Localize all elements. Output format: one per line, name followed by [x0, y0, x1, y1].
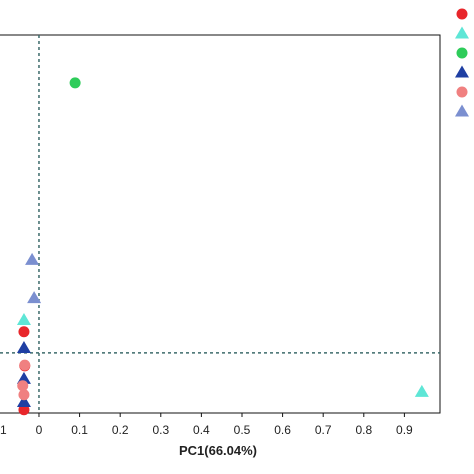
legend-marker: [456, 86, 468, 98]
x-tick-label: 0.3: [152, 423, 169, 437]
point: [25, 252, 40, 265]
x-axis-label: PC1(66.04%): [179, 443, 257, 458]
point: [16, 313, 31, 326]
x-tick-label: 0.2: [112, 423, 129, 437]
legend-marker: [456, 8, 468, 20]
point: [414, 384, 429, 397]
point: [16, 341, 31, 354]
plot-frame: [0, 34, 441, 414]
point: [18, 326, 30, 338]
x-tick-label: 0.5: [234, 423, 251, 437]
x-tick-label: 0.4: [193, 423, 210, 437]
legend-marker: [455, 26, 469, 39]
x-tick-label: 0.9: [396, 423, 413, 437]
legend-marker: [456, 47, 468, 59]
point: [18, 389, 30, 401]
point: [17, 380, 29, 392]
x-tick-label: 0.6: [274, 423, 291, 437]
point: [27, 291, 42, 304]
point: [16, 395, 31, 408]
x-tick-label: 0.1: [0, 423, 7, 437]
x-tick-label: 0.8: [355, 423, 372, 437]
legend-marker: [455, 65, 469, 78]
x-tick-label: 0.1: [71, 423, 88, 437]
x-tick-label: 0.7: [315, 423, 332, 437]
x-tick-label: 0: [36, 423, 43, 437]
legend-marker: [455, 104, 469, 117]
point: [19, 359, 31, 371]
point: [69, 77, 81, 89]
